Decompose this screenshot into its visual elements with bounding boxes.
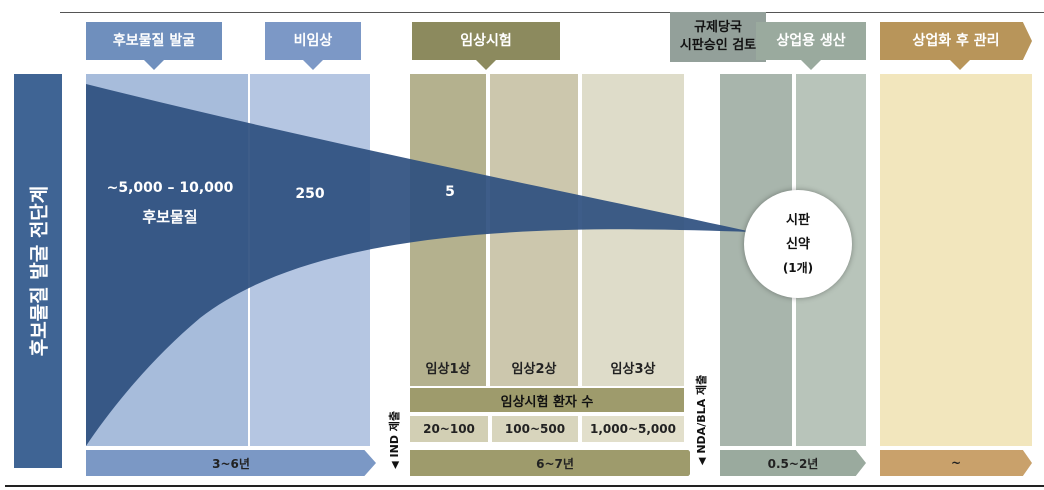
- patients-phase3: 1,000~5,000: [582, 416, 684, 442]
- discovery-count: ~5,000 – 10,000: [106, 180, 234, 196]
- phase3-column: [582, 74, 684, 386]
- header-review-line1: 규제당국: [694, 20, 742, 35]
- duration-clinical: 6~7년: [410, 450, 700, 476]
- bottom-rule: [5, 485, 1044, 487]
- header-production: 상업용 생산: [756, 22, 866, 70]
- header-post: 상업화 후 관리: [880, 22, 1032, 60]
- patients-label: 임상시험 환자 수: [410, 388, 684, 412]
- approved-line2: 신약: [786, 237, 810, 252]
- patients-phase1: 20~100: [410, 416, 488, 442]
- header-preclinical: 비임상: [265, 22, 361, 70]
- header-discovery: 후보물질 발굴: [86, 22, 222, 70]
- nda-label: NDA/BLA 제출: [695, 374, 708, 454]
- header-review: 규제당국 시판승인 검토: [670, 12, 766, 62]
- phase1-label: 임상1상: [425, 361, 471, 377]
- ind-label: IND 제출: [388, 410, 401, 458]
- ind-milestone-label: ◀ IND 제출: [386, 411, 402, 469]
- funnel-shape: [86, 84, 752, 446]
- duration-review: 0.5~2년: [720, 450, 866, 476]
- approved-line3: (1개): [782, 261, 814, 275]
- phase2-label: 임상2상: [511, 361, 557, 377]
- nda-separator: [690, 330, 712, 484]
- patients-phase2: 100~500: [492, 416, 578, 442]
- nda-arrow-icon: ◀: [697, 457, 708, 466]
- header-post-arrow: [950, 60, 970, 70]
- approved-drug-circle: 시판 신약 (1개): [744, 190, 852, 298]
- side-label-bar: 후보물질 발굴 전단계: [14, 74, 62, 468]
- header-review-line2: 시판승인 검토: [679, 38, 757, 53]
- ind-arrow-icon: ◀: [390, 461, 401, 470]
- phase3-label: 임상3상: [610, 361, 656, 377]
- top-rule: [60, 12, 1044, 13]
- clinical-count: 5: [445, 184, 455, 200]
- header-clinical: 임상시험: [412, 22, 560, 70]
- discovery-count-label: 후보물질: [142, 208, 198, 226]
- preclinical-count: 250: [295, 186, 325, 202]
- post-column: [880, 74, 1032, 446]
- approved-line1: 시판: [786, 213, 810, 228]
- duration-post: ~: [880, 450, 1032, 476]
- ind-separator: [384, 380, 404, 484]
- duration-discovery: 3~6년: [86, 450, 376, 476]
- nda-milestone-label: ◀ NDA/BLA 제출: [693, 375, 709, 465]
